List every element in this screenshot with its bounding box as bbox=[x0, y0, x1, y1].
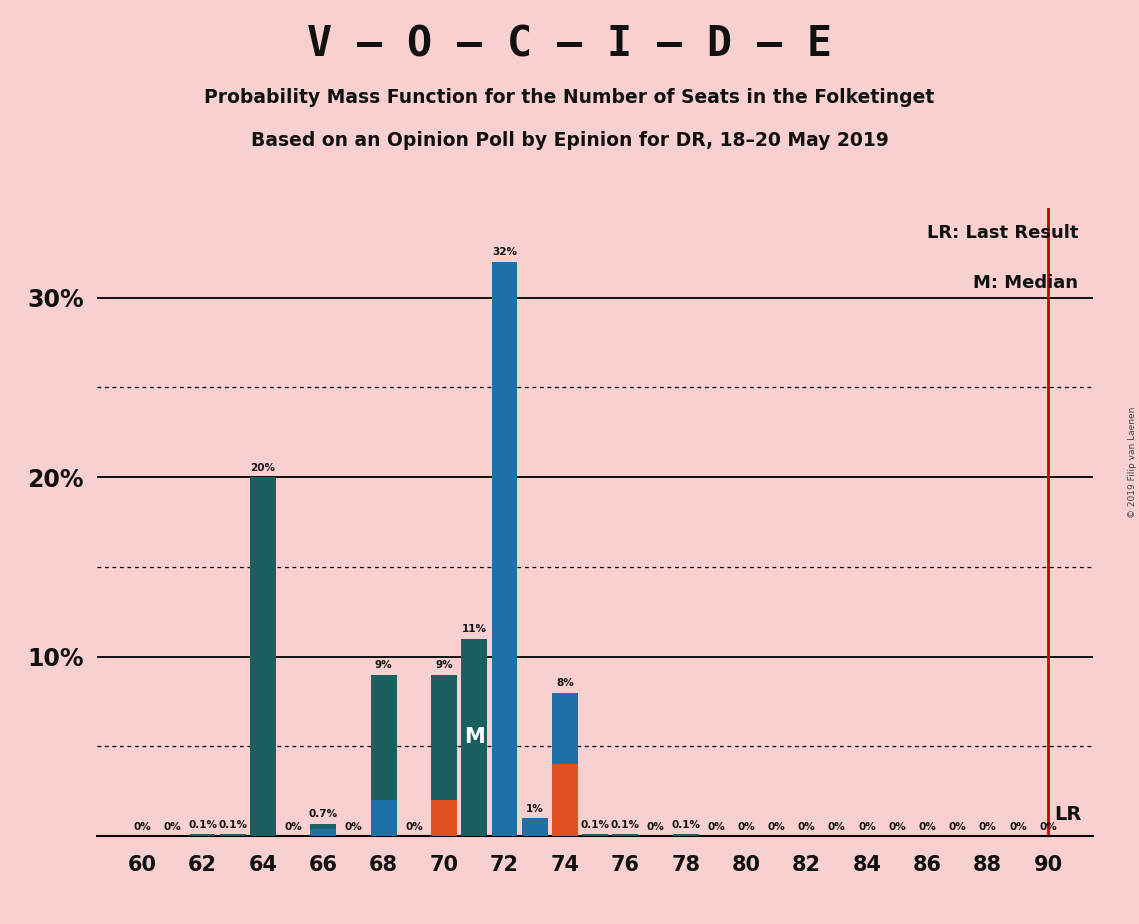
Text: 0.1%: 0.1% bbox=[581, 820, 609, 830]
Text: 0%: 0% bbox=[345, 821, 362, 832]
Text: 0.7%: 0.7% bbox=[309, 809, 338, 820]
Text: 9%: 9% bbox=[375, 660, 393, 670]
Bar bbox=[432, 675, 457, 836]
Bar bbox=[461, 638, 487, 836]
Bar bbox=[432, 800, 457, 836]
Bar bbox=[190, 834, 215, 836]
Text: 20%: 20% bbox=[251, 463, 276, 473]
Text: 0%: 0% bbox=[737, 821, 755, 832]
Bar bbox=[552, 693, 577, 836]
Bar bbox=[251, 477, 276, 836]
Text: 0%: 0% bbox=[888, 821, 906, 832]
Text: 11%: 11% bbox=[461, 625, 486, 634]
Bar bbox=[371, 675, 396, 836]
Text: 32%: 32% bbox=[492, 248, 517, 257]
Text: Probability Mass Function for the Number of Seats in the Folketinget: Probability Mass Function for the Number… bbox=[204, 88, 935, 107]
Text: 0%: 0% bbox=[163, 821, 181, 832]
Text: 0%: 0% bbox=[828, 821, 845, 832]
Text: 1%: 1% bbox=[526, 804, 543, 814]
Text: 0.1%: 0.1% bbox=[219, 820, 247, 830]
Bar bbox=[311, 829, 336, 836]
Text: 0%: 0% bbox=[918, 821, 936, 832]
Text: 9%: 9% bbox=[435, 660, 453, 670]
Bar bbox=[673, 834, 698, 836]
Text: 0%: 0% bbox=[647, 821, 664, 832]
Bar bbox=[220, 834, 246, 836]
Text: 0%: 0% bbox=[1039, 821, 1057, 832]
Text: 0%: 0% bbox=[1009, 821, 1027, 832]
Bar bbox=[522, 819, 548, 836]
Bar bbox=[492, 261, 517, 836]
Text: 0.1%: 0.1% bbox=[188, 820, 218, 830]
Bar bbox=[552, 764, 577, 836]
Text: 0%: 0% bbox=[707, 821, 724, 832]
Bar bbox=[371, 800, 396, 836]
Text: 0%: 0% bbox=[285, 821, 302, 832]
Bar bbox=[613, 834, 638, 836]
Text: 0%: 0% bbox=[949, 821, 966, 832]
Bar bbox=[582, 834, 608, 836]
Text: 0%: 0% bbox=[858, 821, 876, 832]
Text: 0%: 0% bbox=[405, 821, 423, 832]
Text: V – O – C – I – D – E: V – O – C – I – D – E bbox=[308, 23, 831, 65]
Text: M: Median: M: Median bbox=[974, 274, 1079, 292]
Text: © 2019 Filip van Laenen: © 2019 Filip van Laenen bbox=[1128, 407, 1137, 517]
Text: LR: Last Result: LR: Last Result bbox=[927, 224, 1079, 241]
Text: Based on an Opinion Poll by Epinion for DR, 18–20 May 2019: Based on an Opinion Poll by Epinion for … bbox=[251, 131, 888, 151]
Text: 0.1%: 0.1% bbox=[671, 820, 700, 830]
Bar bbox=[311, 823, 336, 836]
Text: 0%: 0% bbox=[797, 821, 816, 832]
Text: 0%: 0% bbox=[768, 821, 785, 832]
Text: 0.1%: 0.1% bbox=[611, 820, 640, 830]
Text: 8%: 8% bbox=[556, 678, 574, 688]
Text: 0%: 0% bbox=[133, 821, 151, 832]
Text: M: M bbox=[464, 727, 485, 748]
Text: LR: LR bbox=[1055, 805, 1082, 824]
Text: 0%: 0% bbox=[978, 821, 997, 832]
